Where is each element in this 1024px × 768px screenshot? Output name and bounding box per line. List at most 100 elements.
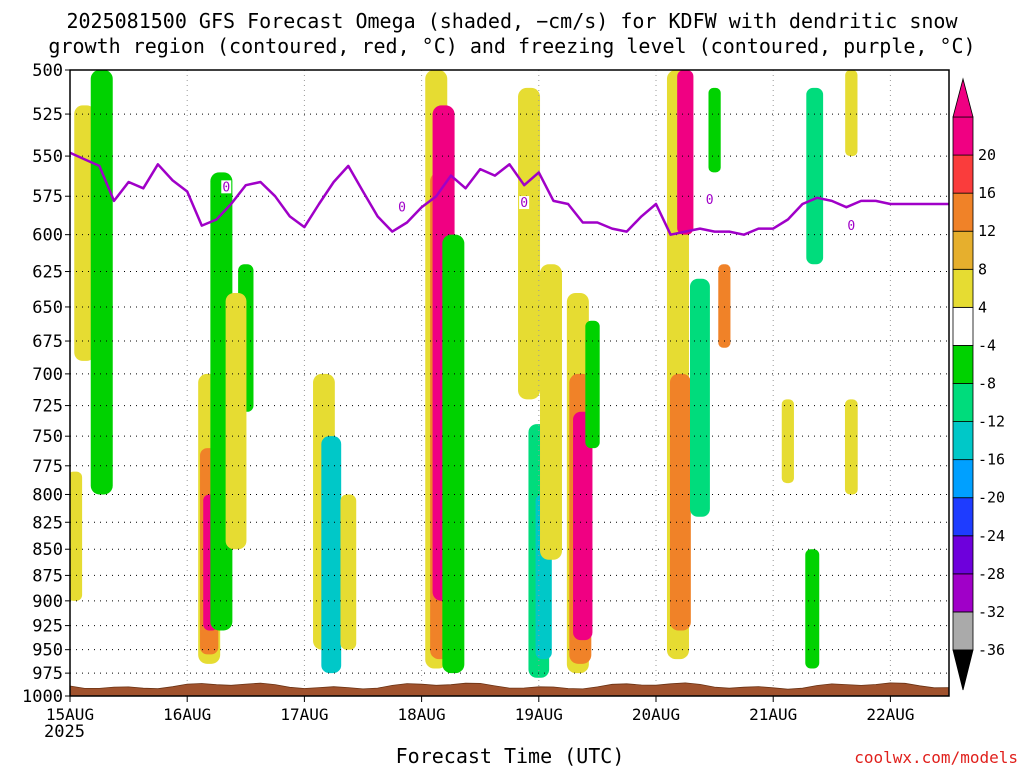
y-tick-label: 775 <box>32 457 63 477</box>
omega-cell <box>540 264 563 560</box>
x-tick-label: 17AUG <box>280 705 328 724</box>
colorbar-tick-label: 4 <box>978 298 987 316</box>
colorbar-segment <box>952 230 974 270</box>
x-axis-label: Forecast Time (UTC) <box>395 744 625 768</box>
omega-cell <box>90 70 113 495</box>
x-tick-label: 20AUG <box>632 705 680 724</box>
omega-cell <box>340 494 357 650</box>
omega-cell <box>585 320 600 449</box>
colorbar-segment <box>952 306 974 346</box>
colorbar-tick-label: 20 <box>978 146 996 164</box>
y-axis: 500 525 550 575 600 625 650 675 700 725 750 775 800 8… <box>22 61 70 707</box>
y-tick-label: 550 <box>32 147 63 167</box>
colorbar-tick-label: -16 <box>978 451 1005 469</box>
x-tick-label: 22AUG <box>866 705 914 724</box>
omega-cell <box>573 411 593 641</box>
omega-shading <box>70 70 858 678</box>
omega-cell <box>321 436 342 674</box>
colorbar-tick-label: 16 <box>978 184 996 202</box>
chart-title-line1: 2025081500 GFS Forecast Omega (shaded, −… <box>66 9 958 33</box>
colorbar-tick-label: -12 <box>978 413 1005 431</box>
grid-lines <box>70 70 949 696</box>
freezing-label-bg <box>519 196 530 210</box>
year-label: 2025 <box>44 722 85 742</box>
x-axis: 15AUG 16AUG 17AUG 18AUG 19AUG 20AUG 21AUG 22AUG <box>46 696 914 724</box>
omega-cell <box>806 87 824 265</box>
colorbar: -36 -32 -28 -24 -20 -16 -12 -8 -4 4 8 12 16 20 <box>952 77 1005 691</box>
freezing-level-contour-label: 0 <box>706 193 714 208</box>
y-tick-label: 575 <box>32 187 63 207</box>
y-tick-label: 625 <box>32 263 63 283</box>
y-tick-label: 725 <box>32 397 63 417</box>
y-tick-label: 850 <box>32 540 63 560</box>
colorbar-tick-label: -24 <box>978 527 1005 545</box>
ground-fill <box>70 682 949 696</box>
omega-cell <box>805 549 820 669</box>
colorbar-tick-label: -32 <box>978 603 1005 621</box>
freezing-level-line <box>70 151 949 236</box>
omega-cell <box>844 399 858 495</box>
colorbar-tick-label: 12 <box>978 222 996 240</box>
colorbar-tick-label: -36 <box>978 641 1005 659</box>
colorbar-segment <box>952 573 974 613</box>
colorbar-segment <box>952 154 974 194</box>
colorbar-tick-label: -4 <box>978 336 996 354</box>
colorbar-segment <box>952 192 974 232</box>
x-tick-label: 15AUG <box>46 705 94 724</box>
omega-cell <box>670 373 691 631</box>
freezing-level-contour-label: 0 <box>847 219 855 234</box>
chart-title-line2: growth region (contoured, red, °C) and f… <box>48 34 976 58</box>
y-tick-label: 925 <box>32 617 63 637</box>
colorbar-segment <box>952 535 974 575</box>
colorbar-segment <box>952 459 974 499</box>
x-tick-label: 16AUG <box>163 705 211 724</box>
freezing-label-bg <box>397 200 408 214</box>
omega-cell <box>518 87 541 400</box>
y-tick-label: 975 <box>32 664 63 684</box>
colorbar-segment <box>952 611 974 651</box>
colorbar-segment <box>952 497 974 537</box>
y-tick-label: 875 <box>32 566 63 586</box>
y-tick-label: 1000 <box>22 687 63 707</box>
y-tick-label: 500 <box>32 61 63 81</box>
x-tick-label: 21AUG <box>749 705 797 724</box>
omega-cell <box>677 70 694 235</box>
omega-cell <box>70 471 83 601</box>
y-tick-label: 650 <box>32 298 63 318</box>
colorbar-segment <box>952 383 974 422</box>
colorbar-tick-label: -20 <box>978 489 1005 507</box>
x-tick-label: 18AUG <box>398 705 446 724</box>
y-tick-label: 675 <box>32 332 63 352</box>
y-tick-label: 525 <box>32 105 63 125</box>
colorbar-segment <box>952 345 974 384</box>
ground-surface <box>70 682 949 696</box>
omega-cell <box>74 105 96 361</box>
colorbar-segment <box>952 116 974 156</box>
omega-cell <box>225 292 247 550</box>
y-tick-label: 900 <box>32 592 63 612</box>
freezing-level-contour-label: 0 <box>222 180 230 195</box>
omega-cell <box>781 399 794 484</box>
colorbar-tick-label: -28 <box>978 565 1005 583</box>
y-tick-label: 800 <box>32 485 63 505</box>
source-credit: coolwx.com/models <box>854 748 1018 767</box>
freezing-level-contour-label: 0 <box>398 201 406 216</box>
colorbar-segment <box>952 421 974 461</box>
omega-cell <box>442 234 465 674</box>
freezing-level-contour-label: 0 <box>520 196 528 211</box>
omega-cell <box>718 264 731 348</box>
y-tick-label: 825 <box>32 513 63 533</box>
omega-cell <box>708 87 721 173</box>
colorbar-under-arrow <box>952 649 974 691</box>
x-tick-label: 19AUG <box>515 705 563 724</box>
y-tick-label: 700 <box>32 365 63 385</box>
plot-frame <box>69 69 950 697</box>
freezing-label-bg <box>846 219 857 233</box>
y-tick-label: 750 <box>32 427 63 447</box>
colorbar-tick-label: -8 <box>978 375 996 393</box>
colorbar-segment <box>952 268 974 308</box>
y-tick-label: 600 <box>32 226 63 246</box>
omega-cell <box>845 70 858 157</box>
freezing-level: 0 0 0 0 0 <box>70 151 949 236</box>
